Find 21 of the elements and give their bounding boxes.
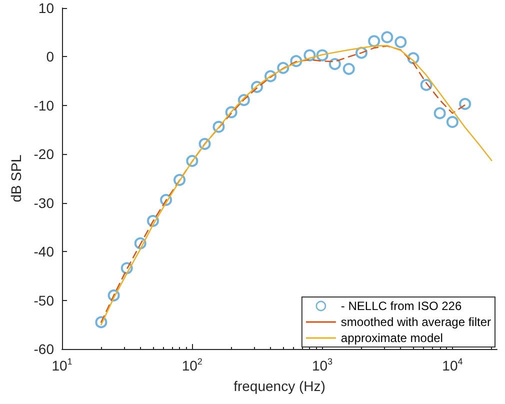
point <box>446 116 458 128</box>
legend-label: - NELLC from ISO 226 <box>340 299 462 313</box>
point <box>368 35 380 48</box>
point <box>342 62 355 75</box>
y-tick-label: 10 <box>38 0 54 16</box>
y-tick-label: -40 <box>34 244 54 260</box>
point <box>381 31 394 44</box>
point <box>434 107 446 120</box>
y-tick-label: -20 <box>34 146 54 162</box>
point <box>459 98 472 110</box>
point <box>394 36 407 48</box>
legend-label: approximate model <box>340 331 443 345</box>
point <box>328 58 341 70</box>
legend-label: smoothed with average filter <box>340 315 492 329</box>
y-tick-label: -50 <box>34 292 54 308</box>
y-axis-title: dB SPL <box>8 154 24 202</box>
y-tick-label: -10 <box>34 97 54 114</box>
x-axis-title: frequency (Hz) <box>234 378 326 394</box>
y-tick-label: 0 <box>46 48 54 65</box>
y-tick-label: -30 <box>34 194 54 211</box>
y-tick-label: -60 <box>34 341 54 357</box>
